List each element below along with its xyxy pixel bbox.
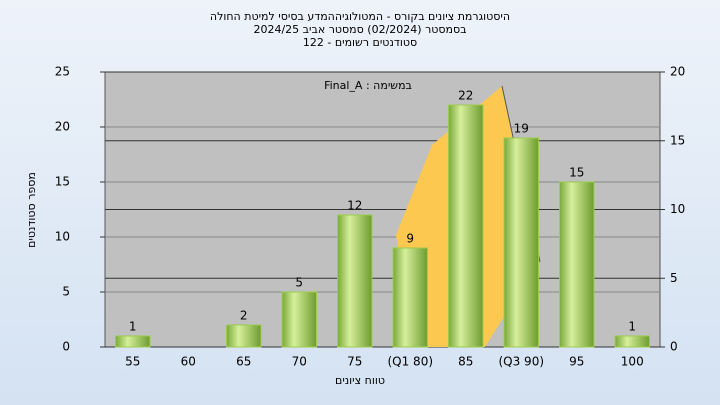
bar bbox=[226, 324, 262, 348]
y2-tick-label: 10 bbox=[670, 202, 685, 216]
x-tick-label: 75 bbox=[347, 355, 362, 369]
bar bbox=[392, 247, 428, 348]
x-tick-label: 70 bbox=[292, 355, 307, 369]
x-tick-label: 100 bbox=[621, 355, 644, 369]
x-tick-label: (Q1 80) bbox=[387, 355, 433, 369]
y-tick-label: 20 bbox=[55, 120, 70, 134]
data-label: 22 bbox=[458, 89, 473, 103]
bar bbox=[337, 214, 373, 348]
y-tick-label: 15 bbox=[55, 175, 70, 189]
chart-subtitle: בסמסטר (02/2024) סמסטר אביב 2024/25 bbox=[253, 23, 466, 36]
y-tick-label: 10 bbox=[55, 230, 70, 244]
x-axis-label: טווח ציונים bbox=[335, 374, 385, 387]
y2-tick-label: 5 bbox=[670, 271, 678, 285]
bar bbox=[614, 335, 650, 348]
annotation: Final_A : במשימה bbox=[324, 79, 412, 92]
chart-title: היסטוגרמת ציונים בקורס - המטולוגיההמדע ב… bbox=[210, 10, 510, 23]
x-tick-label: 65 bbox=[236, 355, 251, 369]
bar bbox=[281, 291, 317, 348]
data-label: 15 bbox=[569, 166, 584, 180]
bar bbox=[115, 335, 151, 348]
y-tick-label: 0 bbox=[62, 340, 70, 354]
data-label: 1 bbox=[628, 320, 636, 334]
x-tick-label: 95 bbox=[569, 355, 584, 369]
x-tick-label: (Q3 90) bbox=[498, 355, 544, 369]
bar bbox=[503, 137, 539, 348]
x-tick-label: 85 bbox=[458, 355, 473, 369]
y2-tick-label: 0 bbox=[670, 340, 678, 354]
y2-tick-label: 20 bbox=[670, 65, 685, 79]
data-label: 19 bbox=[514, 122, 529, 136]
data-label: 12 bbox=[347, 199, 362, 213]
x-tick-label: 55 bbox=[125, 355, 140, 369]
data-label: 5 bbox=[295, 276, 303, 290]
bar bbox=[448, 104, 484, 348]
y-tick-label: 5 bbox=[62, 285, 70, 299]
y-tick-label: 25 bbox=[55, 65, 70, 79]
bar bbox=[559, 181, 595, 348]
data-label: 9 bbox=[406, 232, 414, 246]
data-label: 1 bbox=[129, 320, 137, 334]
y-axis-label: מספר סטודנטים bbox=[25, 172, 38, 248]
chart-subtitle: סטודנטים רשומים - 122 bbox=[303, 36, 417, 49]
y2-tick-label: 15 bbox=[670, 133, 685, 147]
data-label: 2 bbox=[240, 309, 248, 323]
x-tick-label: 60 bbox=[181, 355, 196, 369]
